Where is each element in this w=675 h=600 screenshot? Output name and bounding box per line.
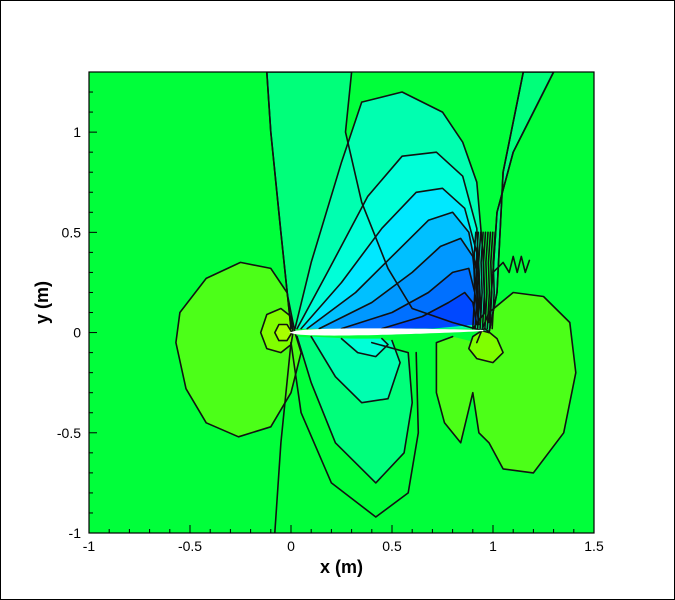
high-pressure-lobe-left (175, 262, 302, 437)
high-pressure-core-2 (274, 324, 292, 341)
wake-contour-line (492, 255, 531, 274)
contour-line (296, 151, 482, 330)
plot-border (88, 71, 595, 534)
x-tick-label: 0 (287, 538, 295, 554)
airfoil-shape (289, 328, 484, 336)
contour-line (266, 72, 555, 334)
shock-contour-line (484, 231, 489, 330)
contour-line (259, 307, 294, 354)
shock-contour-line (491, 231, 496, 330)
contour-line (318, 237, 480, 330)
shock-contour-line (489, 231, 494, 330)
contour-line (175, 261, 302, 438)
contour-line (290, 341, 420, 518)
x-tick-label: 0.5 (382, 538, 402, 554)
x-tick-label: 1 (489, 538, 497, 554)
shock-contour-line (479, 231, 484, 330)
high-pressure-lobe-right (436, 292, 576, 473)
x-tick-label: 1.5 (584, 538, 604, 554)
contour-line (435, 291, 577, 474)
shock-contour-line (481, 231, 487, 330)
contour-line (296, 335, 413, 484)
pressure-field (89, 72, 594, 533)
x-tick-label: -1 (83, 538, 96, 554)
shock-contour-line (474, 231, 480, 330)
axes: -1 -0.5 0 0.5 1 1.5 -1 -0.5 0 0.5 1 (57, 71, 604, 554)
y-tick-label: 1 (73, 124, 81, 140)
contour-line (274, 323, 293, 342)
y-tick-label: -1 (69, 525, 82, 541)
y-tick-label: 0 (73, 325, 81, 341)
contour-line (468, 327, 504, 364)
shock-contour-line (472, 231, 477, 330)
x-tick-label: -0.5 (178, 538, 202, 554)
contour-line (310, 335, 401, 404)
contour-line (306, 211, 480, 330)
shock-contour-line (486, 231, 492, 330)
x-axis-title: x (m) (320, 557, 363, 577)
contour-line (340, 337, 389, 358)
y-tick-label: 0.5 (62, 224, 82, 240)
low-pressure-level-8 (381, 292, 477, 329)
contour-line (274, 341, 292, 533)
y-tick-label: -0.5 (57, 425, 81, 441)
y-axis-title: y (m) (32, 281, 52, 324)
shock-contour-line (476, 231, 482, 330)
